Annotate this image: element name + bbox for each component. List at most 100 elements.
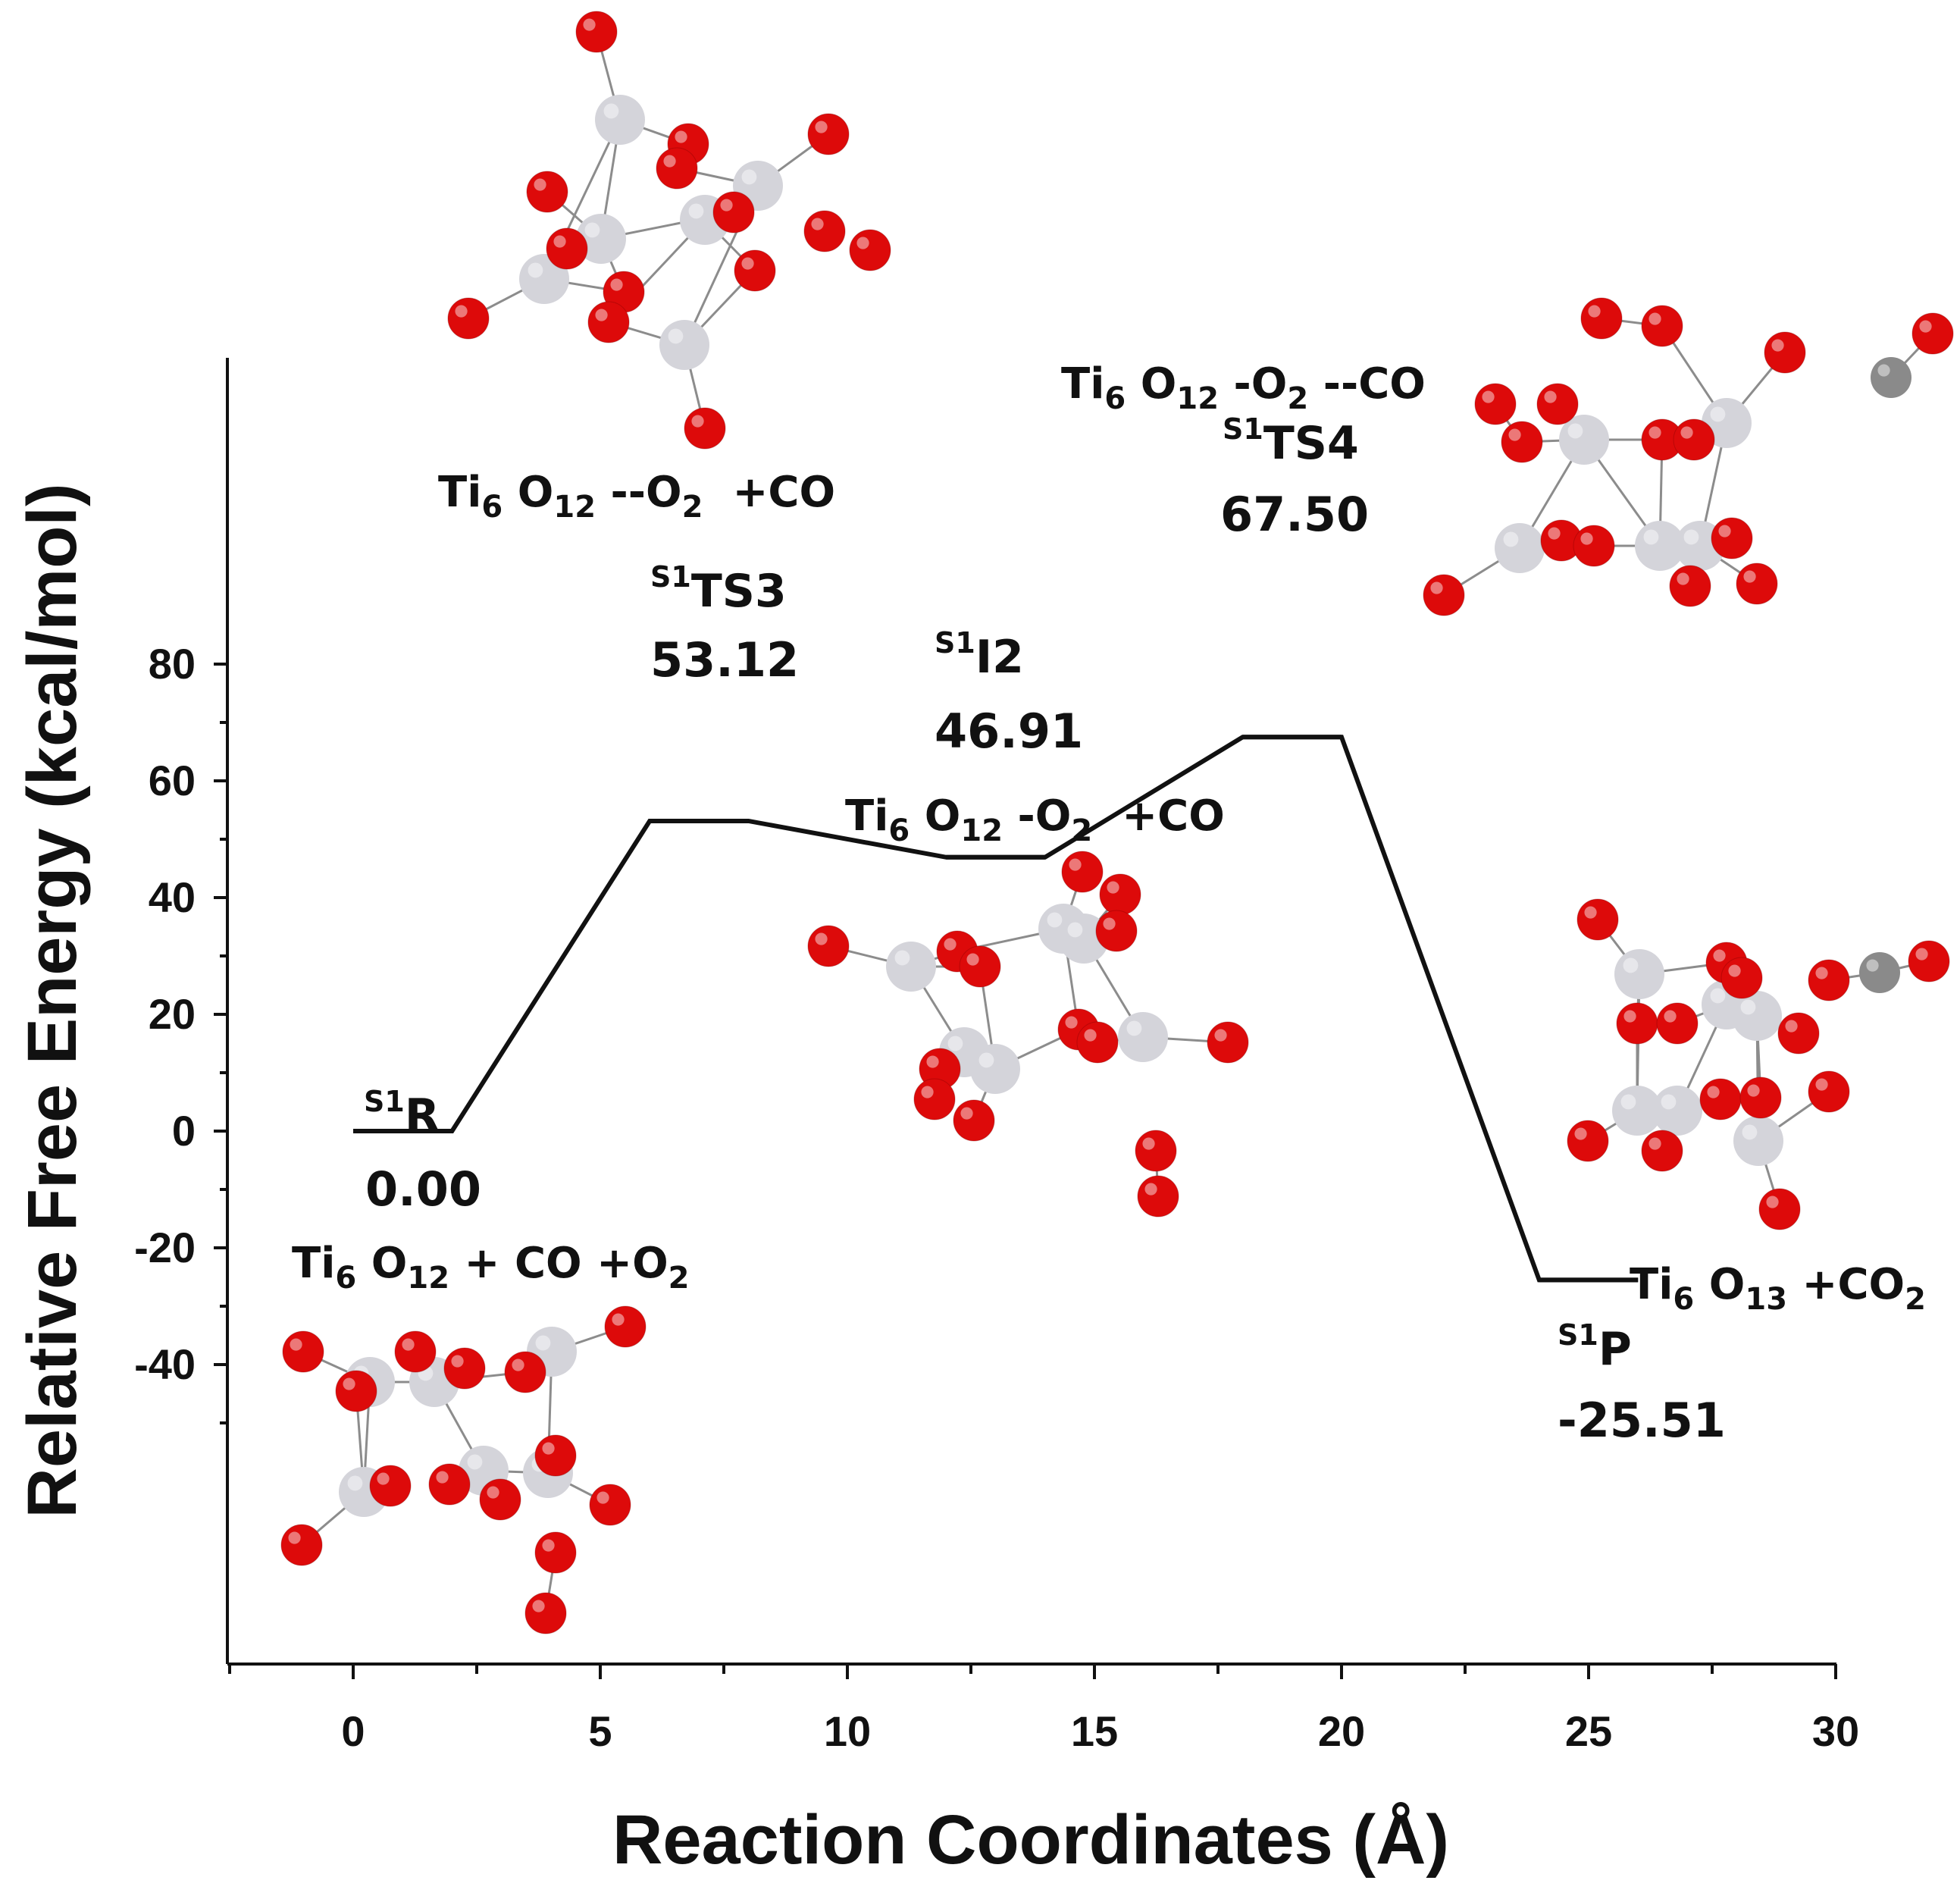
atom-highlight <box>926 1055 939 1068</box>
atom-highlight <box>1508 428 1521 441</box>
x-tick-label: 20 <box>1318 1707 1365 1755</box>
atom-highlight <box>595 309 608 321</box>
atom-highlight <box>1107 881 1119 894</box>
oxygen-atom <box>1911 312 1954 355</box>
titanium-atom <box>1612 1086 1662 1136</box>
atom-highlight <box>1648 312 1661 325</box>
atom-highlight <box>603 103 619 119</box>
atom-highlight <box>1648 1137 1661 1150</box>
oxygen-atom <box>1616 1002 1658 1045</box>
atom-highlight <box>688 203 704 219</box>
atom-highlight <box>1567 423 1583 439</box>
atom-highlight <box>1623 957 1639 973</box>
atom-highlight <box>1728 964 1741 977</box>
atom-highlight <box>1785 1020 1798 1033</box>
atom-highlight <box>1815 967 1828 979</box>
oxygen-atom <box>1580 297 1623 340</box>
atom-highlight <box>663 155 676 168</box>
atom-highlight <box>455 305 468 318</box>
oxygen-atom <box>504 1351 546 1393</box>
oxygen-atom <box>953 1099 995 1142</box>
atom-highlight <box>1710 988 1726 1004</box>
titanium-atom <box>1495 523 1545 573</box>
atom-highlight <box>894 950 910 966</box>
x-tick-label: 25 <box>1565 1707 1612 1755</box>
oxygen-atom <box>1908 940 1950 982</box>
atom-highlight <box>288 1531 301 1544</box>
atom-highlight <box>1084 1029 1097 1042</box>
x-axis-title: Reaction Coordinates (Å) <box>612 1801 1449 1879</box>
oxygen-atom <box>1656 1002 1699 1045</box>
atom-highlight <box>1548 527 1561 540</box>
atom-highlight <box>377 1472 390 1485</box>
oxygen-atom <box>849 229 891 271</box>
x-tick-label: 10 <box>824 1707 871 1755</box>
atom-highlight <box>535 1335 551 1351</box>
atom-highlight <box>741 169 757 185</box>
x-tick-label: 15 <box>1071 1707 1118 1755</box>
titanium-atom <box>1614 949 1664 999</box>
atom-highlight <box>675 130 687 143</box>
y-axis-ticks: 80 60 40 20 0 -20 -40 <box>134 640 227 1424</box>
oxygen-atom <box>282 1330 324 1373</box>
y-tick-label: 80 <box>149 640 196 688</box>
atom-highlight <box>1664 1010 1677 1023</box>
atom-highlight <box>584 222 600 238</box>
atom-highlight <box>815 121 828 133</box>
state-name-r: S1R <box>364 1085 440 1142</box>
oxygen-atom <box>1573 525 1615 567</box>
atom-highlight <box>1713 949 1726 962</box>
molecule-reactant <box>280 1305 647 1634</box>
oxygen-atom <box>1699 1078 1742 1120</box>
oxygen-atom <box>1423 574 1465 616</box>
state-levels <box>353 735 1639 1283</box>
titanium-atom <box>519 254 569 304</box>
formula-product: Ti6 O13 +CO2 <box>1630 1260 1926 1317</box>
titanium-atom <box>1702 398 1752 448</box>
titanium-atom <box>576 214 626 264</box>
oxygen-atom <box>712 191 755 233</box>
titanium-atom <box>970 1044 1020 1094</box>
atom-highlight <box>1648 426 1661 439</box>
atom-highlight <box>978 1052 994 1068</box>
x-axis: 0 5 10 15 20 25 30 <box>227 1663 1859 1755</box>
state-value-ts3: 53.12 <box>650 632 799 688</box>
oxygen-atom <box>734 249 776 292</box>
atom-highlight <box>1584 906 1597 919</box>
atom-highlight <box>1482 390 1495 403</box>
state-value-p: -25.51 <box>1558 1393 1726 1448</box>
atom-highlight <box>960 1107 973 1120</box>
y-tick-label: 20 <box>149 990 196 1038</box>
oxygen-atom <box>526 171 568 213</box>
atom-highlight <box>553 235 566 248</box>
atom-highlight <box>1866 959 1879 972</box>
state-name-i2: S1I2 <box>935 626 1024 684</box>
oxygen-atom <box>959 945 1001 988</box>
atom-highlight <box>596 1491 609 1504</box>
oxygen-atom <box>587 301 630 343</box>
atom-highlight <box>1214 1029 1227 1042</box>
molecule-product <box>1567 898 1950 1230</box>
formula-i2: Ti6 O12 -O2 +CO <box>845 791 1225 848</box>
atom-highlight <box>1766 1196 1779 1208</box>
y-axis-title: Relative Free Energy (kcal/mol) <box>14 483 91 1518</box>
oxygen-atom <box>1758 1188 1801 1230</box>
molecule-i2 <box>807 851 1249 1218</box>
oxygen-atom <box>1641 305 1683 347</box>
atom-highlight <box>947 1036 963 1051</box>
x-tick-label: 5 <box>588 1707 612 1755</box>
atom-highlight <box>347 1475 363 1491</box>
oxygen-atom <box>1808 1070 1850 1113</box>
atom-highlight <box>1067 922 1083 938</box>
atom-highlight <box>1047 912 1063 928</box>
atom-highlight <box>1620 1094 1636 1110</box>
oxygen-atom <box>803 210 846 252</box>
atom-highlight <box>1742 1124 1758 1140</box>
oxygen-atom <box>1711 517 1753 559</box>
oxygen-atom <box>1808 959 1850 1001</box>
oxygen-atom <box>546 227 588 270</box>
atom-highlight <box>542 1539 555 1552</box>
atom-highlight <box>1623 1010 1636 1023</box>
oxygen-atom <box>335 1370 377 1412</box>
